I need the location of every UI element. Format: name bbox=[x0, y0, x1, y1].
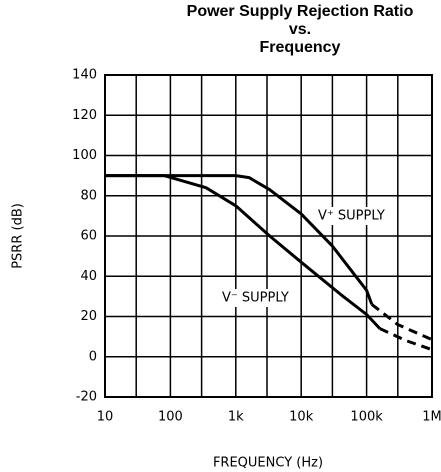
y-axis-label: PSRR (dB) bbox=[11, 203, 26, 269]
y-tick-label: 20 bbox=[80, 309, 97, 324]
chart-title: vs. bbox=[289, 21, 311, 38]
y-tick-label: 60 bbox=[80, 229, 97, 244]
y-tick-label: 120 bbox=[72, 108, 97, 123]
line-series bbox=[105, 174, 374, 305]
chart-title: Power Supply Rejection Ratio bbox=[187, 3, 414, 20]
x-tick-label: 100k bbox=[350, 410, 383, 425]
x-tick-label: 100 bbox=[158, 410, 183, 425]
y-tick-label: 0 bbox=[89, 349, 97, 364]
x-tick-label: 10k bbox=[289, 410, 314, 425]
plot-frame bbox=[104, 74, 433, 398]
y-tick-label: 140 bbox=[72, 68, 97, 83]
x-tick-label: 10 bbox=[97, 410, 114, 425]
label-background bbox=[219, 289, 292, 307]
x-tick-label: 1M bbox=[422, 410, 441, 425]
x-tick-label: 1k bbox=[228, 410, 244, 425]
series-label: V⁺ SUPPLY bbox=[318, 209, 385, 224]
y-tick-label: 80 bbox=[80, 188, 97, 203]
line-series-dashed bbox=[370, 303, 433, 341]
y-tick-label: -20 bbox=[76, 390, 97, 405]
y-tick-label: 100 bbox=[72, 148, 97, 163]
y-tick-label: 40 bbox=[80, 269, 97, 284]
chart-title: Frequency bbox=[260, 39, 341, 56]
series-label: V⁻ SUPPLY bbox=[222, 291, 289, 306]
line-series bbox=[105, 174, 381, 330]
line-series-dashed bbox=[379, 327, 433, 352]
label-background bbox=[315, 207, 388, 225]
x-axis-label: FREQUENCY (Hz) bbox=[213, 456, 323, 471]
